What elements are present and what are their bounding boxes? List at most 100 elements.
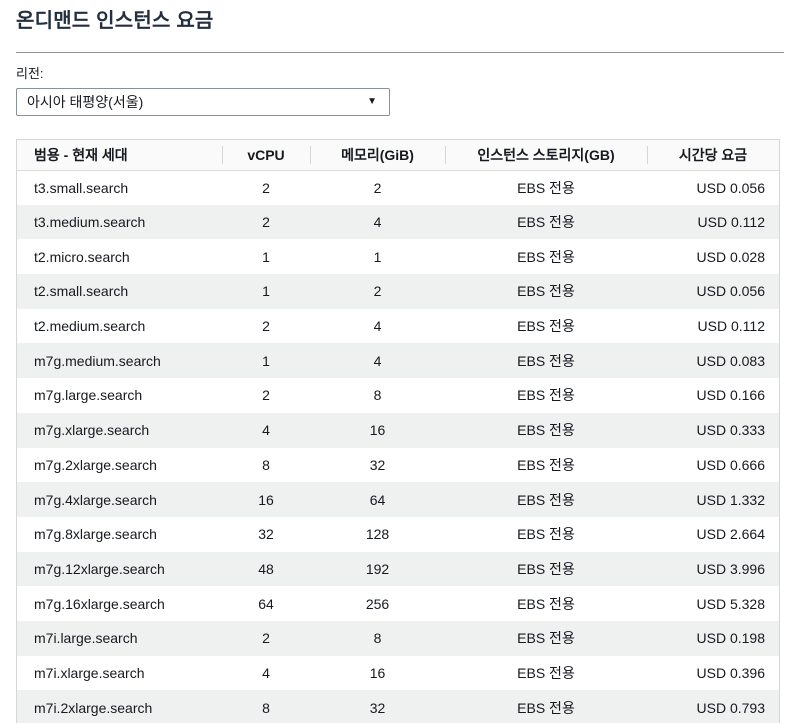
memory-cell: 4 [373, 352, 382, 369]
vcpu-cell: 1 [262, 283, 270, 300]
instance-type-cell: t3.small.search [34, 179, 129, 196]
pricing-table-body: t3.small.search 2 2 EBS 전용 USD 0.056 t3.mediu… [17, 170, 779, 723]
instance-type-cell: m7g.medium.search [34, 352, 161, 369]
price-cell: USD 0.198 [696, 630, 765, 647]
instance-type-cell: t2.micro.search [34, 248, 130, 265]
vcpu-cell: 32 [258, 526, 274, 543]
price-cell: USD 0.083 [696, 352, 765, 369]
price-cell: USD 3.996 [696, 560, 765, 577]
price-cell: USD 1.332 [696, 491, 765, 508]
pricing-table-container: 범용 - 현재 세대 vCPU 메모리(GiB) 인스턴스 스토리지(GB) 시… [16, 139, 780, 723]
region-dropdown[interactable]: 아시아 태평양(서울) ▼ [16, 88, 390, 116]
table-row: m7g.xlarge.search 4 16 EBS 전용 USD 0.333 [17, 412, 779, 448]
instance-type-cell: m7g.xlarge.search [34, 422, 150, 439]
table-row: m7i.large.search 2 8 EBS 전용 USD 0.198 [17, 620, 779, 656]
table-row: m7g.12xlarge.search 48 192 EBS 전용 USD 3.996 [17, 551, 779, 587]
price-cell: USD 0.666 [696, 456, 765, 473]
storage-cell: EBS 전용 [517, 283, 575, 300]
table-row: m7i.2xlarge.search 8 32 EBS 전용 USD 0.793 [17, 690, 779, 723]
vcpu-cell: 8 [262, 456, 270, 473]
vcpu-cell: 4 [262, 664, 270, 681]
column-header-price: 시간당 요금 [647, 140, 779, 171]
instance-type-cell: m7g.16xlarge.search [34, 595, 165, 612]
price-cell: USD 2.664 [696, 526, 765, 543]
instance-type-cell: m7g.2xlarge.search [34, 456, 157, 473]
memory-cell: 32 [369, 456, 386, 473]
storage-cell: EBS 전용 [517, 214, 575, 231]
price-cell: USD 0.112 [697, 318, 765, 335]
memory-cell: 4 [373, 214, 382, 231]
storage-cell: EBS 전용 [517, 699, 575, 716]
memory-cell: 4 [373, 318, 382, 335]
instance-type-cell: m7g.12xlarge.search [34, 560, 165, 577]
price-cell: USD 0.112 [697, 214, 765, 231]
vcpu-cell: 16 [258, 491, 274, 508]
storage-cell: EBS 전용 [517, 560, 575, 577]
table-row: m7i.xlarge.search 4 16 EBS 전용 USD 0.396 [17, 656, 779, 691]
price-cell: USD 0.333 [696, 422, 765, 439]
pricing-table: 범용 - 현재 세대 vCPU 메모리(GiB) 인스턴스 스토리지(GB) 시… [17, 140, 779, 723]
vcpu-cell: 8 [262, 699, 270, 716]
instance-type-cell: m7g.4xlarge.search [34, 491, 157, 508]
price-cell: USD 0.028 [696, 248, 765, 265]
storage-cell: EBS 전용 [517, 179, 575, 196]
table-row: t3.small.search 2 2 EBS 전용 USD 0.056 [17, 170, 779, 205]
price-cell: USD 0.166 [696, 387, 765, 404]
storage-cell: EBS 전용 [517, 352, 575, 369]
vcpu-cell: 2 [262, 214, 270, 231]
storage-cell: EBS 전용 [517, 595, 575, 612]
vcpu-cell: 1 [262, 248, 270, 265]
price-cell: USD 0.056 [696, 283, 765, 300]
memory-cell: 2 [373, 179, 382, 196]
storage-cell: EBS 전용 [517, 456, 575, 473]
memory-cell: 16 [369, 422, 386, 439]
memory-cell: 192 [365, 560, 390, 577]
table-row: t2.small.search 1 2 EBS 전용 USD 0.056 [17, 274, 779, 309]
table-row: t3.medium.search 2 4 EBS 전용 USD 0.112 [17, 204, 779, 240]
table-row: m7g.medium.search 1 4 EBS 전용 USD 0.083 [17, 343, 779, 379]
title-divider [16, 52, 784, 53]
instance-type-cell: m7i.xlarge.search [34, 664, 145, 681]
memory-cell: 64 [369, 491, 386, 508]
vcpu-cell: 4 [262, 422, 270, 439]
storage-cell: EBS 전용 [517, 387, 575, 404]
vcpu-cell: 2 [262, 630, 270, 647]
column-header-instance-type: 범용 - 현재 세대 [17, 140, 222, 171]
storage-cell: EBS 전용 [517, 491, 575, 508]
memory-cell: 1 [373, 248, 382, 265]
price-cell: USD 5.328 [696, 595, 765, 612]
chevron-down-icon: ▼ [367, 96, 377, 107]
column-header-storage: 인스턴스 스토리지(GB) [445, 140, 647, 171]
price-cell: USD 0.396 [696, 664, 765, 681]
instance-type-cell: t2.medium.search [34, 318, 146, 335]
region-dropdown-value: 아시아 태평양(서울) [27, 94, 144, 110]
instance-type-cell: t3.medium.search [34, 214, 146, 231]
instance-type-cell: m7g.large.search [34, 387, 143, 404]
vcpu-cell: 2 [262, 387, 270, 404]
instance-type-cell: m7i.2xlarge.search [34, 699, 153, 716]
memory-cell: 8 [373, 387, 382, 404]
region-label: 리전: [16, 66, 44, 81]
page-title: 온디맨드 인스턴스 요금 [16, 10, 214, 32]
price-cell: USD 0.056 [696, 179, 765, 196]
column-header-memory: 메모리(GiB) [310, 140, 445, 171]
memory-cell: 32 [369, 699, 386, 716]
table-row: m7g.2xlarge.search 8 32 EBS 전용 USD 0.666 [17, 448, 779, 483]
vcpu-cell: 2 [262, 179, 270, 196]
vcpu-cell: 48 [258, 560, 274, 577]
table-row: m7g.8xlarge.search 32 128 EBS 전용 USD 2.664 [17, 517, 779, 552]
vcpu-cell: 64 [258, 595, 274, 612]
instance-type-cell: m7g.8xlarge.search [34, 526, 157, 543]
storage-cell: EBS 전용 [517, 318, 575, 335]
table-row: t2.micro.search 1 1 EBS 전용 USD 0.028 [17, 239, 779, 274]
memory-cell: 2 [373, 283, 382, 300]
instance-type-cell: m7i.large.search [34, 630, 138, 647]
pricing-page: 온디맨드 인스턴스 요금 리전: 아시아 태평양(서울) ▼ 범용 - 현재 세… [0, 9, 800, 723]
table-row: t2.medium.search 2 4 EBS 전용 USD 0.112 [17, 309, 779, 344]
vcpu-cell: 2 [262, 318, 270, 335]
memory-cell: 16 [369, 664, 386, 681]
column-header-vcpu: vCPU [222, 140, 310, 171]
storage-cell: EBS 전용 [517, 422, 575, 439]
storage-cell: EBS 전용 [517, 664, 575, 681]
memory-cell: 256 [365, 595, 390, 612]
